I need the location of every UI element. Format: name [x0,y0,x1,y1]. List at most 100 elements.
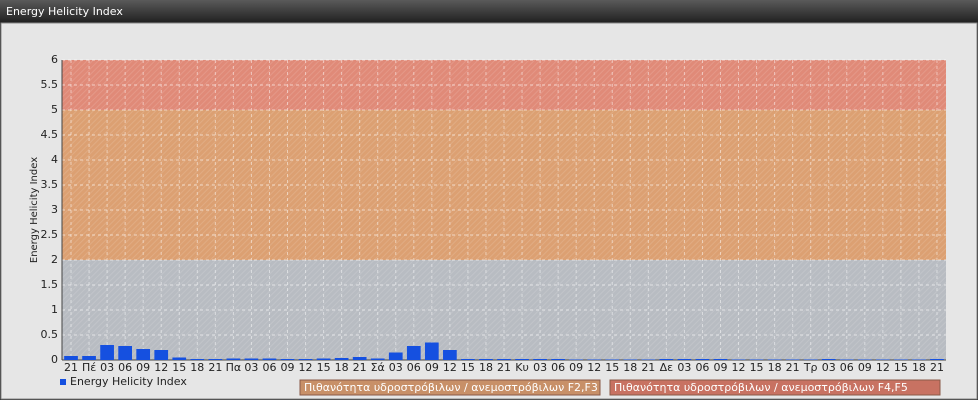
y-tick-label: 6 [51,53,58,66]
bar [154,350,169,360]
header-bar [0,0,978,22]
bar [280,359,295,360]
x-tick-label: 03 [244,361,258,374]
x-tick-label: 12 [154,361,168,374]
x-tick-label: 09 [858,361,872,374]
bar [713,359,728,360]
bar [587,359,602,360]
x-tick-label: 21 [497,361,511,374]
bar [190,359,205,360]
x-tick-label: 12 [732,361,746,374]
bar [443,350,457,360]
band-legend-box [299,379,601,396]
x-tick-label: 06 [407,361,421,374]
x-tick-label: 12 [299,361,313,374]
x-tick-label: Δε [660,361,674,374]
x-tick-label: Τρ [803,361,818,374]
y-tick-label: 1.5 [41,278,59,291]
x-tick-label: 09 [136,361,150,374]
x-tick-label: 18 [768,361,782,374]
x-tick-label: 12 [876,361,890,374]
x-tick-label: Πέ [82,361,96,374]
x-tick-label: Σά [371,361,385,374]
bar [316,358,331,360]
x-tick-label: 15 [317,361,331,374]
x-tick-label: 15 [605,361,619,374]
x-tick-label: 03 [533,361,547,374]
bar [370,358,385,360]
bar [876,359,890,360]
x-tick-label: 03 [677,361,691,374]
y-tick-label: 3 [51,203,58,216]
x-tick-label: 15 [894,361,908,374]
x-tick-label: 18 [912,361,926,374]
bar [424,342,439,360]
x-tick-label: 21 [64,361,78,374]
header-title: Energy Helicity Index [6,5,123,18]
bar [695,359,710,360]
x-tick-label: 15 [461,361,475,374]
x-tick-label: 21 [930,361,944,374]
y-tick-label: 0.5 [41,328,59,341]
bar [641,359,656,360]
y-axis-title: Energy Helicity Index [29,157,40,263]
x-tick-label: 18 [479,361,493,374]
bar [497,359,511,360]
y-tick-label: 3.5 [41,178,59,191]
band-legend-label: Πιθανότητα υδροστρόβιλων / ανεμοστρόβιλω… [304,381,598,394]
x-tick-label: 21 [353,361,367,374]
bar [172,357,187,360]
bar [659,359,674,360]
bar [479,359,493,360]
x-tick-label: 09 [569,361,583,374]
x-tick-label: 21 [208,361,222,374]
x-tick-label: 09 [281,361,295,374]
bar [767,359,782,360]
bar [388,352,403,360]
y-tick-label: 0 [51,353,58,366]
x-tick-label: 06 [695,361,709,374]
bar [64,356,78,360]
y-tick-label: 1 [51,303,58,316]
x-tick-label: Πα [226,361,242,374]
legend-swatch [60,379,66,385]
bar [569,359,584,360]
legend-label: Energy Helicity Index [70,375,187,388]
x-tick-label: 09 [425,361,439,374]
bar [406,346,421,360]
bar [731,359,746,360]
x-tick-label: Κυ [515,361,529,374]
bar [677,359,692,360]
band-legend-box [609,379,941,396]
bar [136,349,151,360]
bar [515,359,529,360]
x-tick-label: 18 [335,361,349,374]
x-tick-label: 15 [172,361,186,374]
bar [298,359,313,360]
band-legend-label: Πιθανότητα υδροστρόβιλων / ανεμοστρόβιλω… [614,381,908,394]
x-tick-label: 18 [623,361,637,374]
x-tick-label: 21 [786,361,800,374]
y-tick-label: 2.5 [41,228,59,241]
x-tick-label: 06 [262,361,276,374]
x-tick-label: 03 [389,361,403,374]
bar [100,345,114,360]
bar [749,359,764,360]
bar [208,359,223,360]
x-tick-label: 06 [840,361,854,374]
x-tick-label: 03 [822,361,836,374]
bar [244,358,259,360]
bar [118,346,132,360]
bar [352,357,367,360]
bar [461,359,475,360]
y-tick-label: 4 [51,153,58,166]
bar [912,359,926,360]
y-tick-label: 4.5 [41,128,59,141]
x-tick-label: 06 [118,361,132,374]
bar [334,358,349,360]
bar [785,359,800,360]
bar [551,359,565,360]
x-tick-label: 18 [190,361,204,374]
bar [803,359,818,360]
